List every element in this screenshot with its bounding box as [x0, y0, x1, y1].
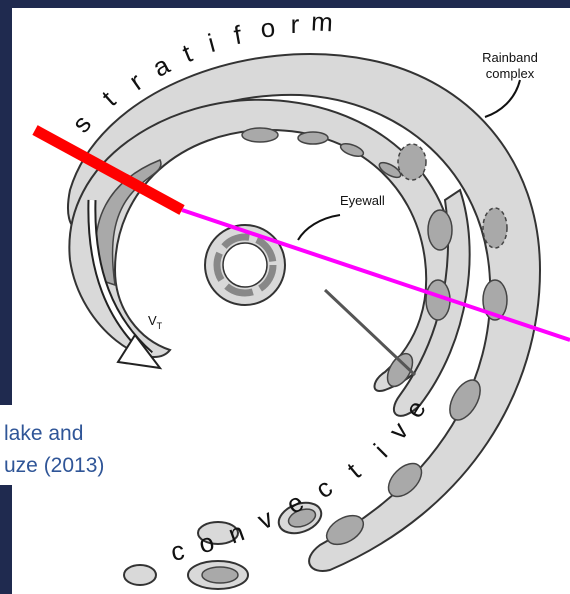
cell — [482, 207, 508, 249]
cell — [325, 514, 365, 546]
cell — [427, 209, 453, 251]
stratiform-letter: m — [311, 6, 334, 37]
eyewall-pointer — [297, 214, 341, 241]
cell — [386, 352, 414, 388]
vt-arrowhead — [116, 333, 163, 370]
cell — [378, 161, 402, 179]
cell — [201, 566, 239, 584]
citation-box — [0, 405, 160, 485]
vt-label-sub: T — [157, 321, 163, 331]
cell — [241, 127, 279, 143]
cell — [297, 131, 329, 145]
cell — [123, 564, 157, 586]
inner-rainband — [68, 98, 457, 392]
cell — [287, 508, 317, 528]
stratiform-cell — [95, 159, 162, 287]
cell — [197, 521, 239, 545]
inner-band-tail — [393, 188, 471, 417]
stratiform-letter: o — [259, 12, 276, 43]
vt-label-main: V — [148, 313, 157, 328]
rainband-pointer — [484, 79, 521, 118]
eyewall-label: Eyewall — [340, 193, 385, 208]
rainband-label: complex — [486, 66, 535, 81]
cell — [387, 462, 423, 498]
cell — [339, 143, 365, 157]
citation: uze (2013) — [4, 454, 104, 477]
rainband-label: Rainband — [482, 50, 538, 65]
cell — [482, 279, 508, 321]
cell — [449, 379, 481, 421]
citation: lake and — [4, 422, 83, 445]
red-line — [32, 125, 185, 215]
gray-line — [323, 288, 417, 377]
convective-letter: c — [169, 535, 187, 567]
eyewall-cells — [213, 233, 277, 297]
cell — [397, 143, 427, 181]
vt-label: VT — [148, 313, 163, 331]
stratiform-letter: r — [291, 9, 300, 39]
eye — [222, 242, 268, 288]
magenta-line — [181, 208, 570, 342]
